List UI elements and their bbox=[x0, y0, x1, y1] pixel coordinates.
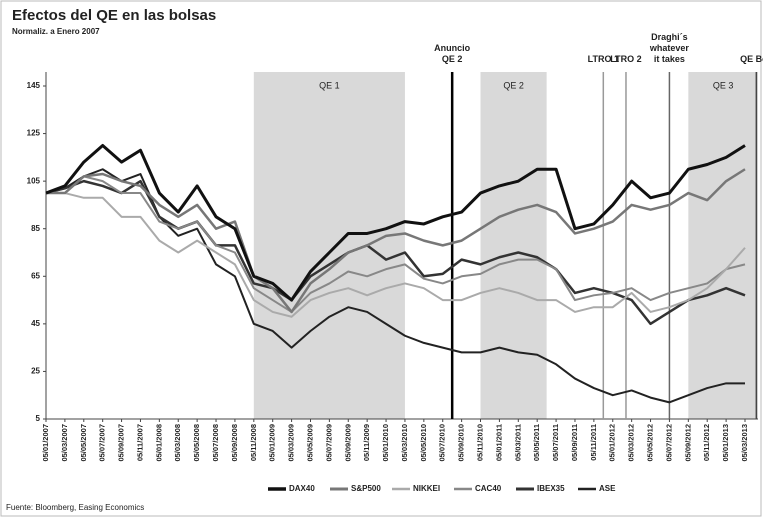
x-tick-label: 05/03/2011 bbox=[513, 424, 522, 461]
x-tick-label: 05/11/2009 bbox=[362, 424, 371, 461]
x-tick-label: 05/11/2012 bbox=[702, 424, 711, 461]
x-tick-label: 05/03/2008 bbox=[173, 424, 182, 462]
x-tick-label: 05/01/2012 bbox=[608, 424, 617, 462]
y-tick-label: 125 bbox=[27, 129, 41, 138]
x-tick-label: 05/05/2011 bbox=[532, 424, 541, 461]
x-tick-label: 05/09/2007 bbox=[117, 424, 126, 462]
region-label: QE 2 bbox=[503, 80, 524, 90]
x-tick-label: 05/05/2008 bbox=[192, 424, 201, 462]
x-tick-label: 05/01/2010 bbox=[381, 424, 390, 462]
y-tick-label: 85 bbox=[31, 224, 40, 233]
x-tick-label: 05/09/2009 bbox=[343, 424, 352, 462]
legend-label: IBEX35 bbox=[537, 484, 565, 493]
y-tick-label: 25 bbox=[31, 367, 40, 376]
event-label: LTRO 2 bbox=[610, 54, 641, 64]
x-tick-label: 05/01/2008 bbox=[154, 424, 163, 462]
legend-label: DAX40 bbox=[289, 484, 315, 493]
x-tick-label: 05/01/2013 bbox=[721, 424, 730, 462]
x-tick-label: 05/11/2008 bbox=[249, 424, 258, 461]
x-tick-label: 05/03/2012 bbox=[627, 424, 636, 462]
chart-subtitle: Normaliz. a Enero 2007 bbox=[12, 27, 100, 36]
region-label: QE 1 bbox=[319, 80, 340, 90]
x-tick-label: 05/05/2007 bbox=[79, 424, 88, 462]
y-tick-label: 45 bbox=[31, 319, 40, 328]
event-label: QE BoJ bbox=[740, 54, 763, 64]
x-tick-label: 05/05/2012 bbox=[646, 424, 655, 462]
x-tick-label: 05/07/2011 bbox=[551, 424, 560, 461]
x-tick-label: 05/05/2009 bbox=[305, 424, 314, 462]
x-tick-label: 05/07/2012 bbox=[664, 424, 673, 462]
legend-label: ASE bbox=[599, 484, 616, 493]
series-line bbox=[46, 175, 746, 313]
region bbox=[688, 72, 758, 419]
x-tick-label: 05/01/2011 bbox=[494, 424, 503, 461]
x-tick-label: 05/11/2011 bbox=[589, 424, 598, 461]
event-label-line: LTRO 2 bbox=[610, 54, 641, 64]
y-tick-label: 145 bbox=[27, 81, 41, 90]
event-label: Anuncio QE 2 bbox=[434, 43, 470, 64]
chart-title: Efectos del QE en las bolsas bbox=[12, 7, 216, 24]
event-label: LTRO 1 bbox=[588, 54, 619, 64]
x-tick-label: 05/03/2007 bbox=[60, 424, 69, 462]
event-label-line: QE BoJ bbox=[740, 54, 763, 64]
x-tick-label: 05/03/2009 bbox=[287, 424, 296, 462]
legend-label: CAC40 bbox=[475, 484, 502, 493]
x-tick-label: 05/11/2010 bbox=[475, 424, 484, 461]
x-tick-label: 05/09/2010 bbox=[457, 424, 466, 462]
y-tick-label: 105 bbox=[27, 176, 41, 185]
x-tick-label: 05/01/2007 bbox=[41, 424, 50, 462]
x-tick-label: 05/05/2010 bbox=[419, 424, 428, 462]
y-tick-label: 65 bbox=[31, 271, 40, 280]
x-tick-label: 05/09/2008 bbox=[230, 424, 239, 462]
series-line bbox=[45, 143, 746, 302]
x-tick-label: 05/03/2010 bbox=[400, 424, 409, 462]
x-tick-label: 05/07/2009 bbox=[324, 424, 333, 462]
y-tick-label: 5 bbox=[36, 414, 41, 423]
legend-label: NIKKEI bbox=[413, 484, 440, 493]
region bbox=[253, 72, 405, 419]
event-label: Draghi´s whatever it takes bbox=[649, 32, 690, 64]
legend-label: S&P500 bbox=[351, 484, 381, 493]
x-tick-label: 05/11/2007 bbox=[135, 424, 144, 461]
event-label-line: LTRO 1 bbox=[588, 54, 619, 64]
x-tick-label: 05/07/2007 bbox=[98, 424, 107, 462]
series-line bbox=[45, 179, 746, 326]
series-line bbox=[46, 192, 746, 318]
series-line bbox=[46, 168, 746, 314]
event-label-line: it takes bbox=[654, 54, 685, 64]
x-tick-label: 05/07/2010 bbox=[438, 424, 447, 462]
x-tick-label: 05/07/2008 bbox=[211, 424, 220, 462]
x-tick-label: 05/09/2011 bbox=[570, 424, 579, 461]
event-label-line: Anuncio bbox=[434, 43, 470, 53]
source: Fuente: Bloomberg, Easing Economics bbox=[6, 503, 144, 512]
x-tick-label: 05/01/2009 bbox=[268, 424, 277, 462]
region-label: QE 3 bbox=[713, 80, 734, 90]
event-label-line: whatever bbox=[649, 43, 690, 53]
event-label-line: QE 2 bbox=[442, 54, 463, 64]
x-tick-label: 05/03/2013 bbox=[740, 424, 749, 462]
event-label-line: Draghi´s bbox=[651, 32, 688, 42]
region bbox=[480, 72, 547, 419]
x-tick-label: 05/09/2012 bbox=[683, 424, 692, 462]
